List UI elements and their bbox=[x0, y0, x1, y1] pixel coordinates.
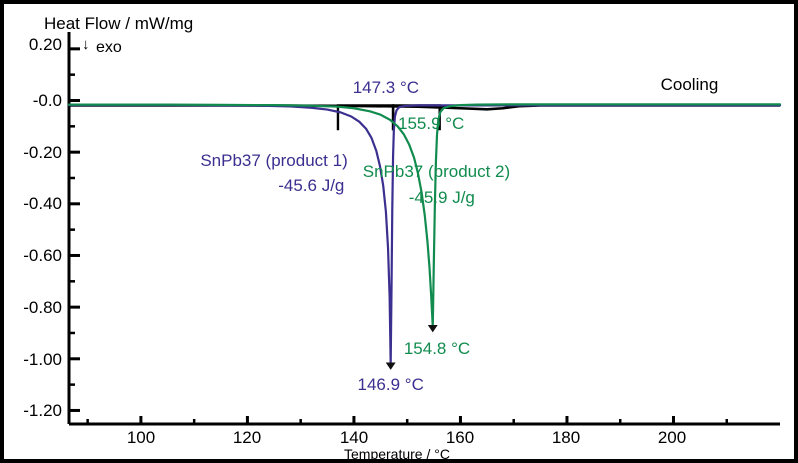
cooling-label: Cooling bbox=[660, 75, 719, 95]
x-tick-label: 120 bbox=[232, 428, 262, 447]
y-tick-label: -0.20 bbox=[23, 143, 62, 162]
plot-area bbox=[67, 32, 782, 426]
y-tick-label: -1.20 bbox=[23, 401, 62, 420]
y-tick-label: 0.20 bbox=[28, 35, 62, 54]
enthalpy-label-product2: -45.9 J/g bbox=[408, 187, 475, 207]
dsc-curve bbox=[67, 104, 782, 366]
x-tick-label: 160 bbox=[445, 428, 475, 447]
y-tick-label: -0.80 bbox=[23, 298, 62, 317]
x-axis-ticks bbox=[86, 416, 728, 424]
y-axis-title: Heat Flow / mW/mg bbox=[44, 14, 194, 33]
x-tick-label: 200 bbox=[657, 428, 687, 447]
dsc-curves bbox=[67, 103, 782, 366]
peak-markers bbox=[385, 325, 438, 370]
exo-label: exo bbox=[96, 39, 122, 56]
peak-label-product1: 146.9 °C bbox=[357, 374, 424, 394]
onset-label-product1: 147.3 °C bbox=[352, 77, 420, 97]
peak-label-product2: 154.8 °C bbox=[403, 338, 471, 358]
x-axis-title: Temperature / °C bbox=[344, 446, 450, 462]
y-tick-label: -0.60 bbox=[23, 246, 62, 265]
peak-marker-arrow bbox=[385, 362, 396, 370]
dsc-curve bbox=[67, 103, 782, 328]
y-axis-ticks bbox=[69, 47, 80, 412]
peak-marker-arrow bbox=[427, 325, 438, 333]
onset-label-product2: 155.9 °C bbox=[397, 114, 465, 134]
series-label-product2: SnPb37 (product 2) bbox=[362, 161, 511, 181]
x-tick-label: 140 bbox=[339, 428, 369, 447]
exo-arrow-icon: ↓ bbox=[82, 36, 90, 53]
x-tick-label: 180 bbox=[551, 428, 581, 447]
series-label-product1: SnPb37 (product 1) bbox=[200, 151, 348, 171]
y-tick-label: -1.00 bbox=[23, 350, 62, 369]
enthalpy-label-product1: -45.6 J/g bbox=[278, 176, 345, 196]
x-tick-label: 100 bbox=[126, 428, 156, 447]
y-tick-label: -0.40 bbox=[23, 194, 62, 213]
y-tick-label: -0.0 bbox=[32, 91, 62, 110]
